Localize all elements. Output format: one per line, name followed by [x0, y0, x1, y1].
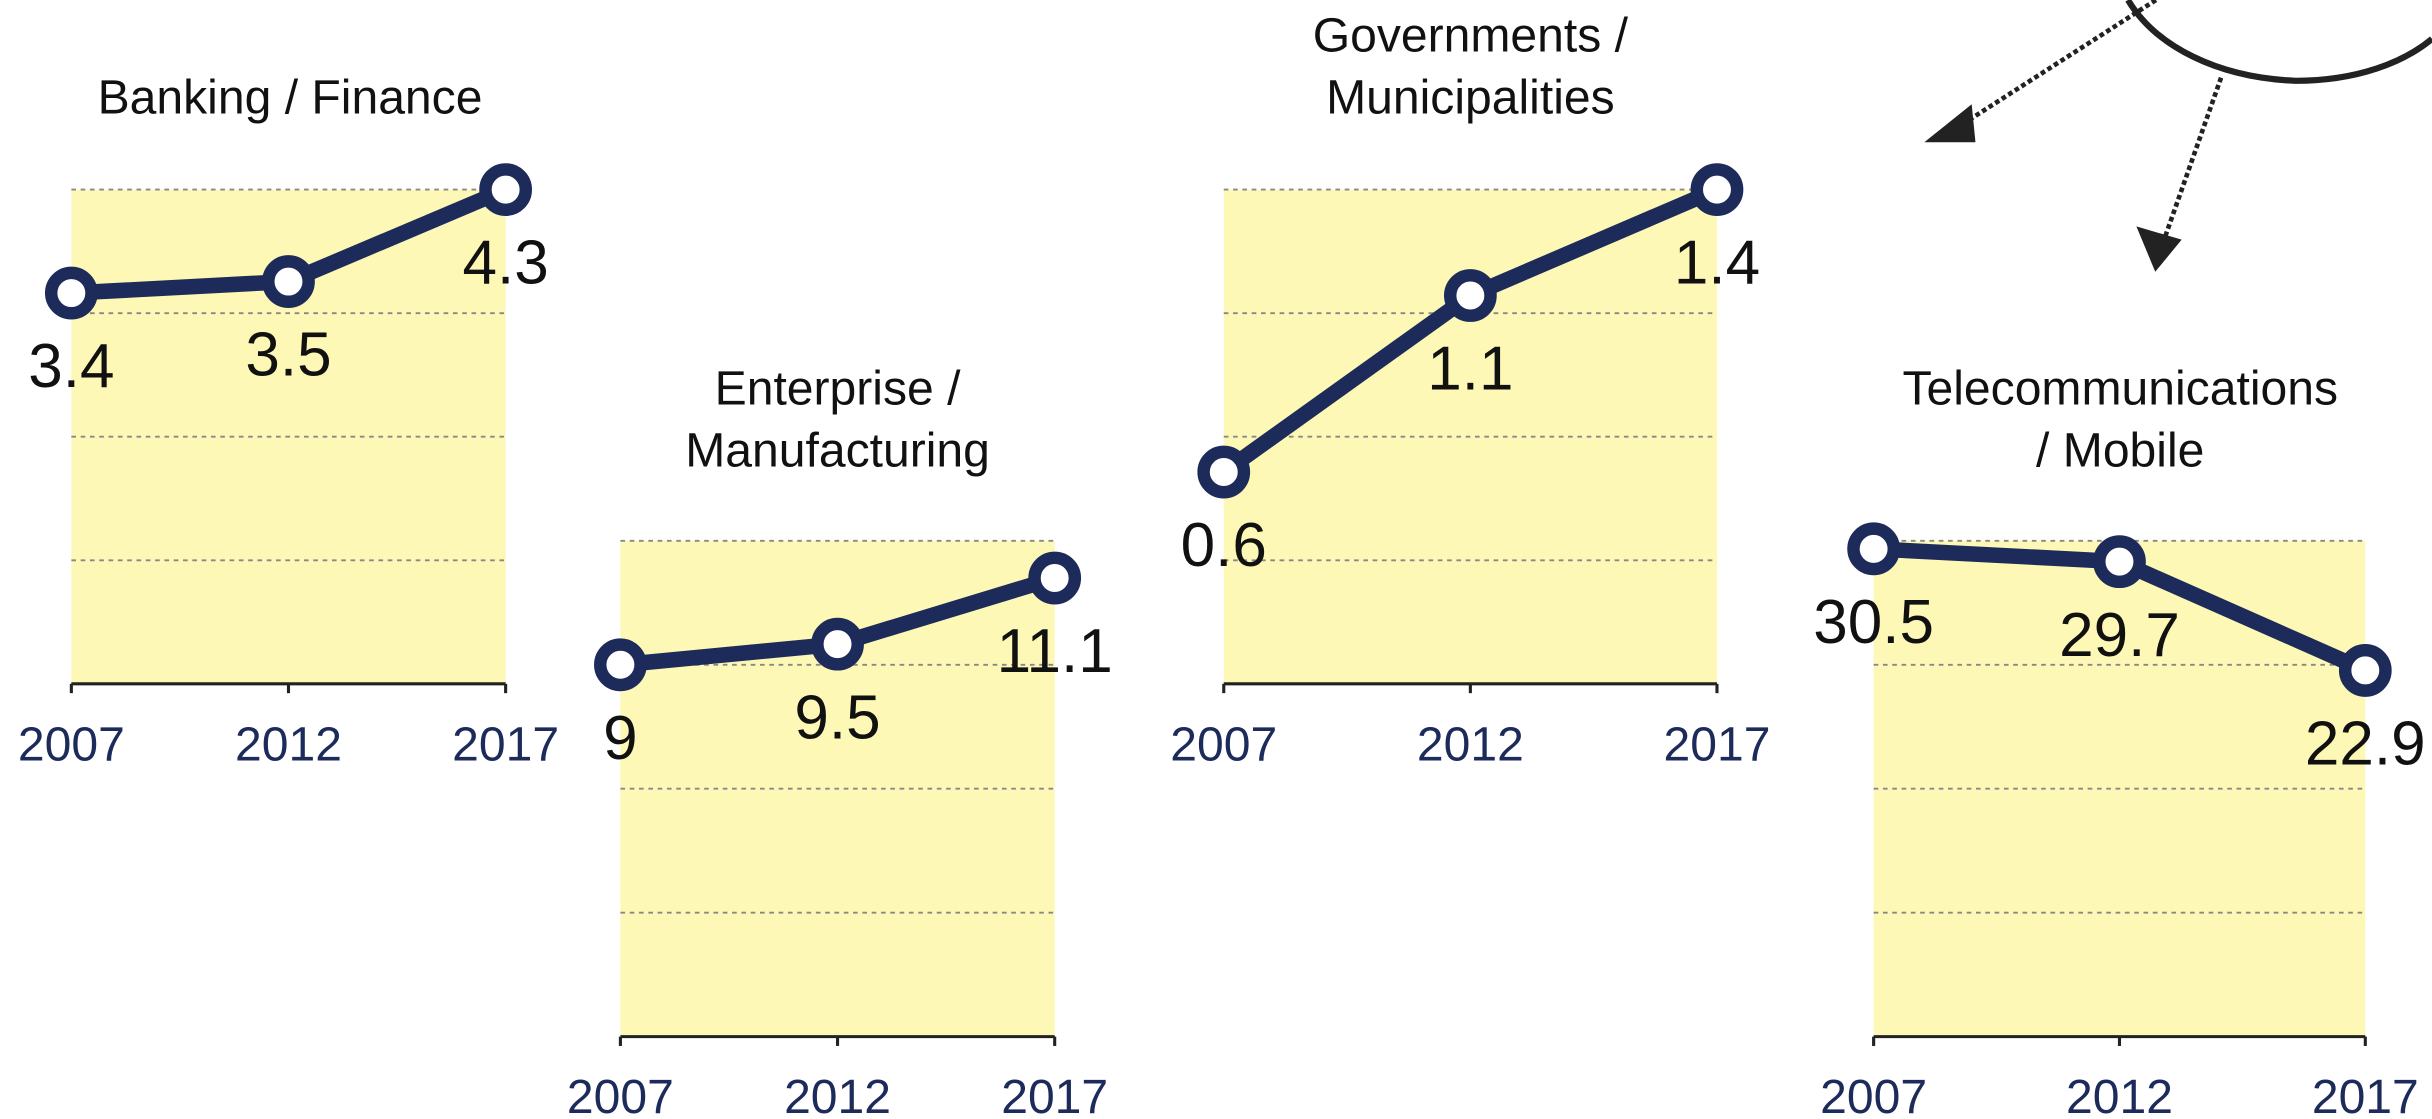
- data-point: [2093, 535, 2146, 589]
- value-label: 4.3: [463, 229, 549, 298]
- data-point: [811, 617, 864, 671]
- x-tick-label: 2012: [784, 1070, 891, 1119]
- data-point: [1028, 551, 1082, 605]
- data-point: [479, 163, 532, 217]
- data-point: [44, 266, 98, 320]
- data-point: [1444, 269, 1497, 322]
- data-point: [262, 255, 315, 308]
- x-tick-label: 2012: [2066, 1070, 2173, 1119]
- value-label: 3.5: [245, 321, 331, 390]
- chart-title: Banking / Finance: [98, 71, 483, 125]
- sketch-decoration: [1924, 0, 2432, 272]
- value-label: 3.4: [28, 332, 114, 401]
- value-label: 1.1: [1427, 335, 1513, 404]
- chart-title: Telecommunications: [1902, 361, 2338, 415]
- data-point: [1197, 445, 1251, 499]
- x-tick-label: 2007: [1820, 1070, 1927, 1119]
- chart-title: Municipalities: [1326, 71, 1615, 125]
- x-tick-label: 2012: [1417, 717, 1524, 771]
- value-label: 9: [603, 704, 638, 773]
- value-label: 22.9: [2305, 709, 2426, 778]
- x-tick-label: 2012: [235, 717, 342, 771]
- value-label: 0.6: [1181, 511, 1267, 580]
- data-point: [1847, 522, 1900, 576]
- chart-title: Governments /: [1313, 9, 1629, 63]
- value-label: 9.5: [794, 683, 880, 752]
- chart-title: Enterprise /: [715, 361, 961, 415]
- x-tick-label: 2017: [2312, 1070, 2419, 1119]
- value-label: 30.5: [1813, 588, 1934, 657]
- chart-title: Manufacturing: [685, 424, 990, 478]
- chart-title: / Mobile: [2036, 424, 2204, 478]
- x-tick-label: 2007: [1170, 717, 1277, 771]
- value-label: 1.4: [1674, 229, 1760, 298]
- x-tick-label: 2007: [567, 1070, 674, 1119]
- data-point: [594, 638, 647, 692]
- x-tick-label: 2017: [452, 717, 559, 771]
- data-point: [2338, 643, 2392, 697]
- value-label: 11.1: [997, 617, 1113, 686]
- data-point: [1690, 163, 1744, 217]
- x-tick-label: 2017: [1001, 1070, 1108, 1119]
- x-tick-label: 2017: [1664, 717, 1771, 771]
- value-label: 29.7: [2059, 601, 2180, 670]
- x-tick-label: 2007: [18, 717, 125, 771]
